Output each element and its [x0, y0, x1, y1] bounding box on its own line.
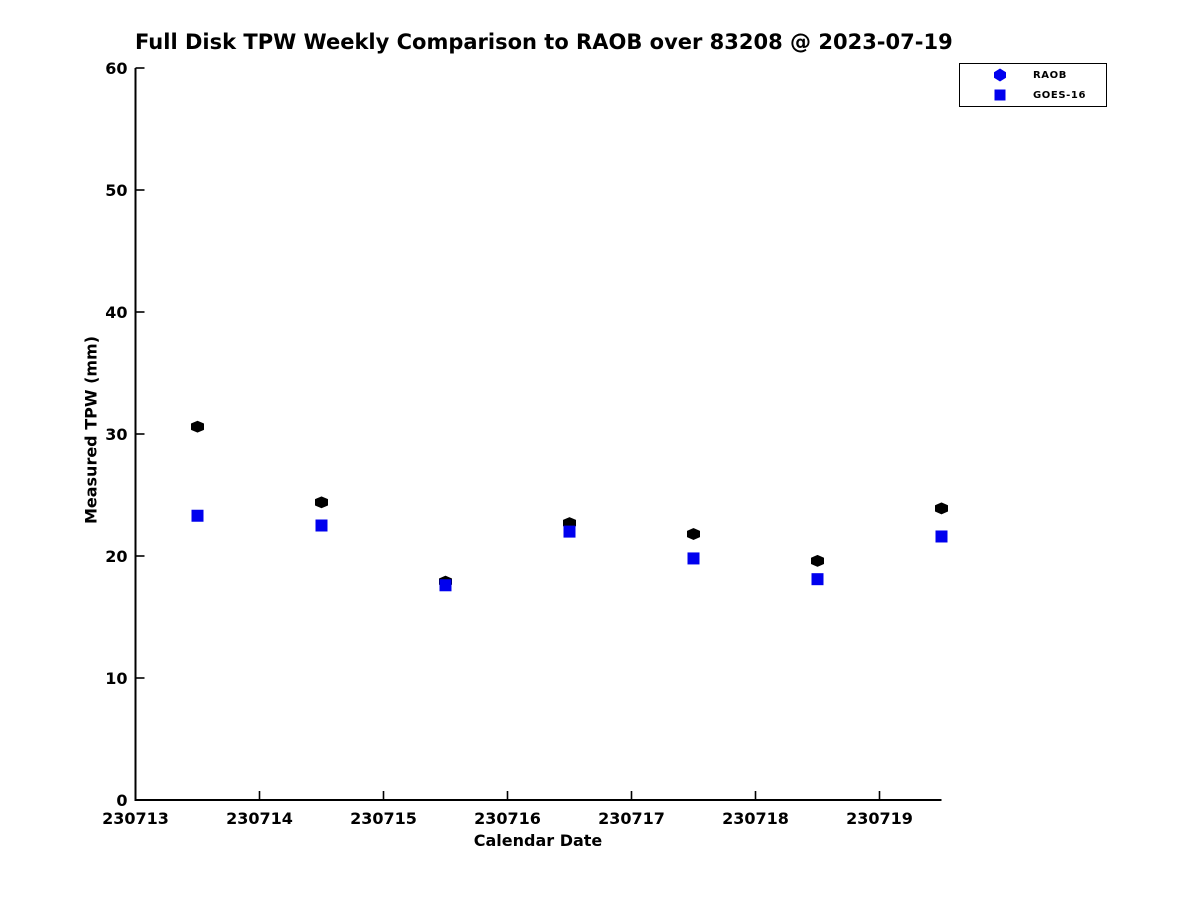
- y-tick-label: 10: [105, 669, 127, 688]
- goes16-data-point: [687, 552, 700, 565]
- legend-label-goes16: GOES-16: [1033, 89, 1087, 101]
- goes16-data-point: [191, 509, 204, 522]
- raob-data-point: [811, 554, 824, 567]
- raob-legend-hexagon-icon: [994, 68, 1006, 82]
- x-tick-label: 230717: [598, 809, 665, 828]
- raob-data-point: [315, 496, 328, 509]
- y-tick-label: 50: [105, 181, 127, 200]
- x-tick-label: 230719: [846, 809, 913, 828]
- raob-data-point: [935, 502, 948, 515]
- x-tick-label: 230716: [474, 809, 541, 828]
- x-tick-label: 230715: [350, 809, 417, 828]
- y-axis-label: Measured TPW (mm): [81, 335, 101, 525]
- y-tick-label: 30: [105, 425, 127, 444]
- legend: RAOB GOES-16: [959, 63, 1107, 107]
- goes16-legend-square-icon: [994, 89, 1006, 101]
- x-tick-label: 230714: [226, 809, 293, 828]
- legend-item-raob: RAOB: [960, 66, 1106, 84]
- y-tick-label: 20: [105, 547, 127, 566]
- chart-title: Full Disk TPW Weekly Comparison to RAOB …: [135, 30, 953, 54]
- legend-label-raob: RAOB: [1033, 69, 1067, 81]
- goes16-data-point: [935, 530, 948, 543]
- goes16-data-point: [811, 573, 824, 586]
- legend-item-goes16: GOES-16: [960, 86, 1106, 104]
- raob-data-point: [687, 528, 700, 540]
- x-tick-label: 230718: [722, 809, 789, 828]
- y-tick-label: 60: [105, 59, 127, 78]
- goes16-data-point: [439, 579, 452, 592]
- goes16-data-point: [315, 519, 328, 532]
- raob-data-point: [191, 420, 204, 433]
- x-tick-label: 230713: [102, 809, 169, 828]
- x-axis-label: Calendar Date: [473, 831, 603, 850]
- y-tick-label: 0: [116, 791, 127, 810]
- goes16-data-point: [563, 525, 576, 538]
- y-tick-label: 40: [105, 303, 127, 322]
